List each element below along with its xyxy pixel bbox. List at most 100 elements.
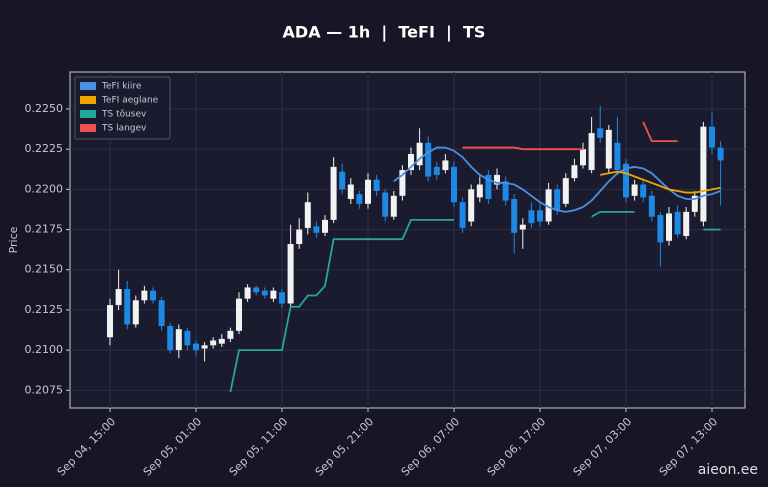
candle-body [425, 142, 432, 177]
candle-body [442, 160, 449, 171]
legend-swatch [80, 82, 96, 90]
candle-body [356, 194, 363, 204]
candle-body [261, 290, 268, 296]
y-tick-label: 0.2075 [25, 383, 64, 396]
candle-body [365, 179, 371, 204]
candle-body [124, 289, 131, 325]
candle-body [700, 126, 707, 222]
candle-body [683, 211, 690, 236]
candle-body [580, 149, 586, 166]
candle-body [270, 290, 277, 299]
candle-body [451, 166, 457, 203]
candle-body [537, 210, 543, 222]
watermark: aieon.ee [698, 462, 758, 478]
candle-body [244, 287, 251, 299]
y-axis-label: Price [7, 226, 20, 253]
candle-body [416, 142, 423, 166]
candle-body [115, 289, 122, 306]
candle-body [717, 147, 724, 161]
legend-label: TeFI kiire [101, 82, 142, 92]
candle-body [184, 330, 191, 346]
candle-body [218, 338, 225, 344]
candle-body [597, 128, 604, 138]
candle-body [545, 189, 552, 222]
candle-body [657, 215, 664, 243]
candle-body [502, 181, 509, 201]
candle-body [709, 126, 715, 148]
candle-body [494, 174, 500, 185]
y-tick-label: 0.2150 [25, 263, 64, 276]
candle-body [614, 142, 621, 171]
chart-title: ADA — 1h | TeFI | TS [283, 23, 486, 43]
plot-area [69, 71, 746, 409]
candle-body [150, 290, 156, 301]
indicator-line [229, 219, 454, 393]
indicator-line [642, 121, 678, 143]
candle-body [631, 184, 638, 196]
candle-body [236, 298, 242, 331]
candle-body [623, 163, 629, 198]
candle-body [571, 165, 578, 179]
legend-label: TS tõusev [101, 110, 147, 120]
candle-body [666, 213, 672, 241]
candle-body [468, 189, 475, 222]
indicator-line [591, 210, 635, 218]
candle-body [322, 219, 328, 233]
candle-body [674, 211, 681, 235]
candle-body [279, 292, 285, 304]
candle-body [141, 290, 148, 301]
candle-body [511, 199, 518, 233]
legend-label: TeFI aeglane [101, 96, 159, 106]
candle-body [132, 300, 139, 325]
candle-body [287, 244, 294, 304]
candle-body [562, 178, 569, 204]
y-tick-label: 0.2100 [25, 343, 64, 356]
candle-body [648, 195, 655, 217]
y-tick-label: 0.2200 [25, 182, 64, 195]
y-tick-label: 0.2250 [25, 102, 64, 115]
legend-swatch [80, 110, 96, 118]
candle-body [227, 330, 234, 339]
candle-body [167, 326, 174, 351]
candle-body [476, 184, 483, 198]
y-tick-label: 0.2225 [25, 142, 64, 155]
indicator-line [600, 170, 721, 194]
candle-body [485, 174, 492, 200]
candle-body [605, 129, 612, 169]
indicator-line [462, 146, 583, 151]
candle-body [339, 171, 346, 190]
candle-body [382, 192, 389, 217]
indicator-line [393, 146, 721, 213]
candle-body [408, 153, 414, 171]
legend-swatch [80, 96, 96, 104]
candle-body [399, 170, 406, 196]
candle-body [459, 202, 466, 228]
candle-body [691, 195, 698, 212]
candle-body [347, 184, 354, 200]
candle-body [588, 133, 595, 171]
legend-swatch [80, 124, 96, 132]
candle-body [107, 305, 113, 338]
legend-label: TS langev [101, 124, 147, 134]
candle-body [640, 184, 647, 198]
candle-body [554, 189, 561, 211]
candle-body [373, 179, 380, 191]
candle-body [193, 343, 199, 351]
candle-body [390, 195, 397, 217]
y-tick-label: 0.2175 [25, 223, 64, 236]
candle-body [296, 229, 303, 245]
candle-body [158, 300, 165, 327]
candle-body [201, 345, 208, 349]
candle-body [528, 210, 535, 224]
candle-body [175, 329, 182, 351]
candle-body [253, 287, 260, 293]
y-tick-label: 0.2125 [25, 303, 64, 316]
candle-body [330, 166, 337, 220]
candle-body [210, 340, 217, 346]
candle-body [433, 166, 440, 175]
candle-body [519, 224, 526, 230]
legend-box [74, 76, 171, 140]
candle-body [313, 226, 320, 233]
